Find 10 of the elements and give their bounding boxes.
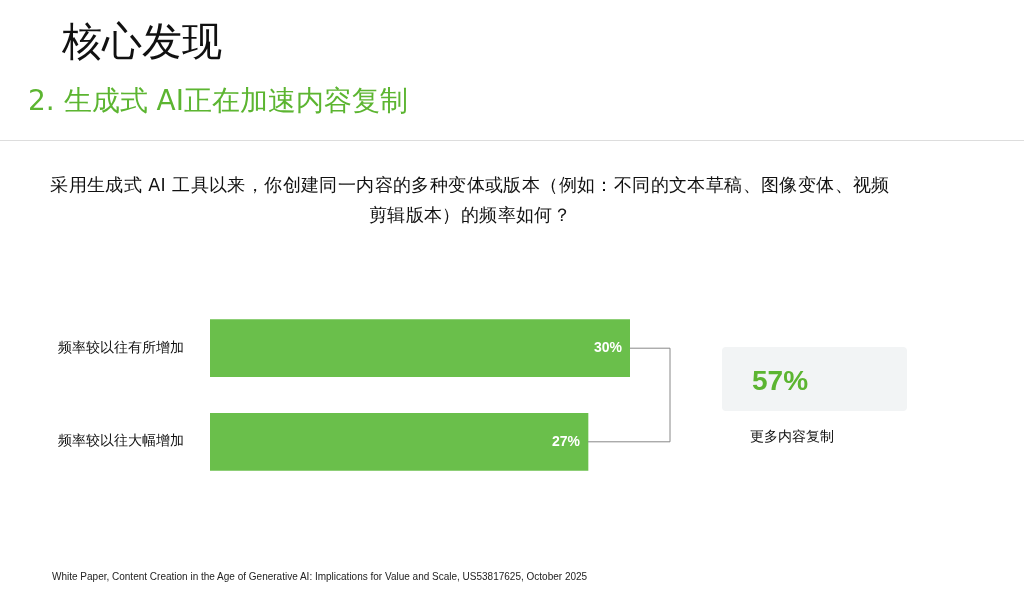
y-tick-label: 频率较以往有所增加 — [58, 338, 184, 355]
y-tick-label: 频率较以往大幅增加 — [58, 432, 184, 449]
data-label: 30% — [593, 339, 623, 356]
chart-title: 核心发现 — [62, 17, 222, 66]
text: 采用生成式 AI 工具以来，你创建同一内容的多种变体或版本（例如：不同的文本草稿、图像变体、视频剪辑版本）的频率如何？ — [49, 174, 891, 227]
text: 57% — [752, 365, 809, 397]
text: White Paper, Content Creation in the Age of Generative AI: Implications for Value and Scale, US53817625, October 2025 — [52, 571, 588, 582]
text: 更多内容复制 — [750, 428, 834, 446]
data-label: 27% — [551, 432, 581, 449]
chart-subtitle: 2. 生成式 AI正在加速内容复制 — [28, 83, 408, 119]
